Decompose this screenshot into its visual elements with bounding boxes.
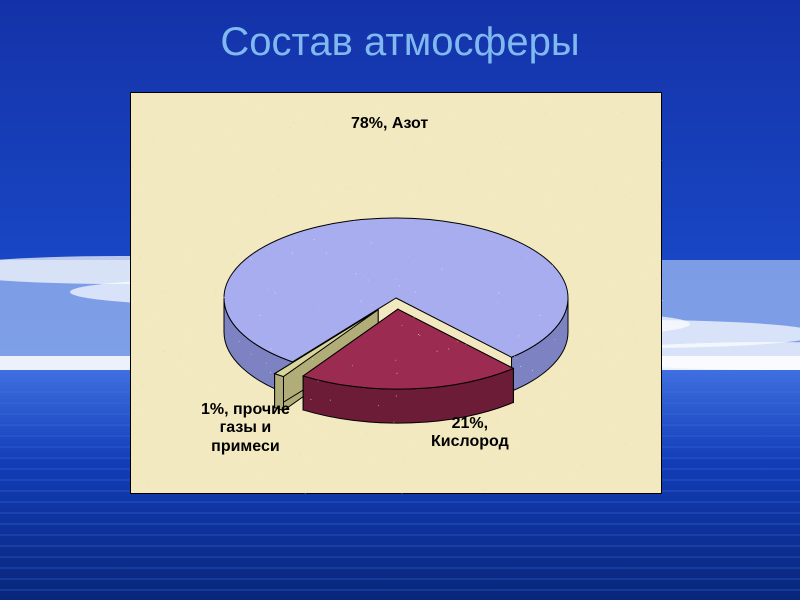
chart-card: 78%, Азот 21%, Кислород 1%, прочие газы и …: [130, 92, 662, 494]
pie-slice-label: 1%, прочие газы и примеси: [201, 401, 290, 456]
pie-slice-label: 21%, Кислород: [431, 415, 509, 452]
page-title: Состав атмосферы: [0, 20, 800, 65]
pie-slice-label: 78%, Азот: [351, 115, 428, 133]
